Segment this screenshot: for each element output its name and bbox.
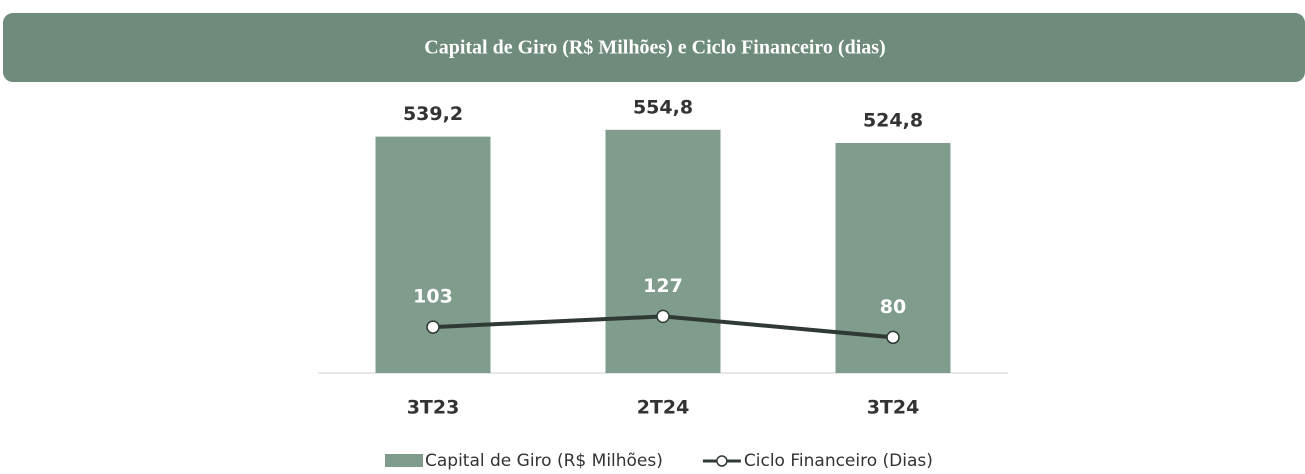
legend-swatch	[385, 454, 423, 467]
line-marker	[656, 309, 670, 324]
legend-label: Capital de Giro (R$ Milhões)	[425, 451, 663, 470]
x-tick-label: 3T23	[407, 397, 460, 419]
line-value-label: 127	[643, 275, 683, 297]
bar-value-label: 539,2	[403, 103, 463, 125]
bar	[605, 129, 721, 373]
bar-value-label: 554,8	[633, 96, 693, 118]
x-tick-label: 3T24	[867, 397, 920, 419]
line-marker	[886, 330, 900, 345]
line-value-label: 80	[880, 296, 906, 318]
bar	[375, 136, 491, 373]
header-band	[3, 13, 1305, 82]
bar-value-label: 524,8	[863, 109, 923, 131]
line-value-label: 103	[413, 286, 453, 308]
legend-marker	[716, 455, 728, 467]
line-marker	[426, 320, 440, 334]
chart-title: Capital de Giro (R$ Milhões) e Ciclo Fin…	[424, 37, 885, 59]
x-tick-label: 2T24	[637, 397, 690, 419]
legend-label: Ciclo Financeiro (Dias)	[744, 451, 933, 470]
